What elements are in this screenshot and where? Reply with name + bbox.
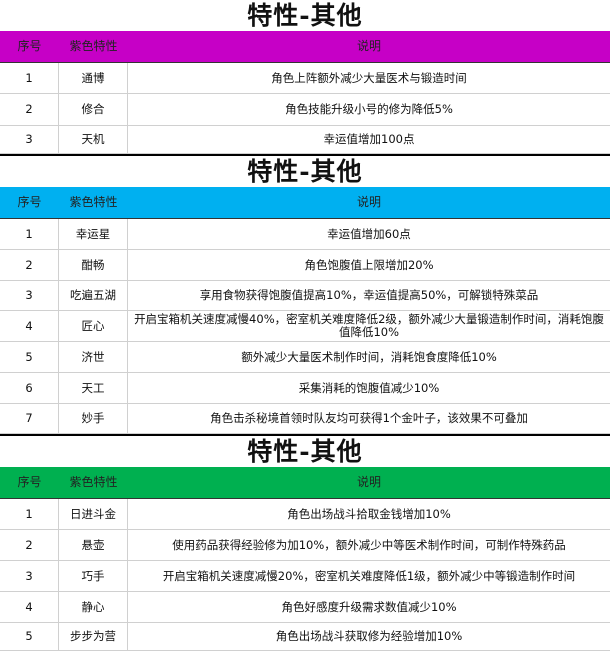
cell-index: 3	[0, 561, 59, 592]
section-title: 特性-其他	[247, 1, 363, 30]
cell-trait: 妙手	[59, 404, 128, 434]
header-trait: 紫色特性	[69, 39, 118, 53]
cell-index: 1	[0, 219, 59, 250]
cell-index: 2	[0, 94, 59, 126]
cell-index: 4	[0, 592, 59, 623]
cell-index: 2	[0, 530, 59, 561]
cell-description: 角色好感度升级需求数值减少10%	[128, 592, 610, 623]
table-row: 3 吃遍五湖 享用食物获得饱腹值提高10%，幸运值提高50%，可解锁特殊菜品	[0, 281, 610, 311]
header-description: 说明	[356, 195, 381, 209]
cell-description: 角色击杀秘境首领时队友均可获得1个金叶子，该效果不可叠加	[128, 404, 610, 434]
section-title: 特性-其他	[247, 157, 363, 186]
cell-trait: 悬壶	[59, 530, 128, 561]
cell-trait: 济世	[59, 342, 128, 373]
cell-index: 6	[0, 373, 59, 404]
table-header: 序号 紫色特性 说明	[0, 187, 610, 219]
cell-trait: 步步为营	[59, 623, 128, 651]
cell-trait: 天机	[59, 126, 128, 154]
cell-trait: 吃遍五湖	[59, 281, 128, 311]
cell-trait: 静心	[59, 592, 128, 623]
cell-index: 4	[0, 311, 59, 342]
cell-index: 3	[0, 126, 59, 154]
trait-table-section: 特性-其他 序号 紫色特性 说明 1 幸运星 幸运值增加60点 2 酣畅 角色饱腹值上限增加20%…	[0, 156, 610, 436]
cell-trait: 巧手	[59, 561, 128, 592]
cell-trait: 日进斗金	[59, 499, 128, 530]
cell-description: 角色出场战斗拾取金钱增加10%	[128, 499, 610, 530]
trait-table-section: 特性-其他 序号 紫色特性 说明 1 日进斗金 角色出场战斗拾取金钱增加10% 2 悬壶 使用药品…	[0, 436, 610, 651]
table-header: 序号 紫色特性 说明	[0, 31, 610, 63]
cell-description: 享用食物获得饱腹值提高10%，幸运值提高50%，可解锁特殊菜品	[128, 281, 610, 311]
table-row: 4 静心 角色好感度升级需求数值减少10%	[0, 592, 610, 623]
header-trait: 紫色特性	[69, 475, 118, 489]
cell-description: 角色饱腹值上限增加20%	[128, 250, 610, 281]
cell-trait: 酣畅	[59, 250, 128, 281]
cell-index: 5	[0, 342, 59, 373]
cell-description: 幸运值增加100点	[128, 126, 610, 154]
header-trait: 紫色特性	[69, 195, 118, 209]
table-row: 1 通博 角色上阵额外减少大量医术与锻造时间	[0, 63, 610, 94]
table-header: 序号 紫色特性 说明	[0, 467, 610, 499]
table-row: 5 济世 额外减少大量医术制作时间，消耗饱食度降低10%	[0, 342, 610, 373]
cell-description: 开启宝箱机关速度减慢20%，密室机关难度降低1级，额外减少中等锻造制作时间	[128, 561, 610, 592]
header-index: 序号	[17, 195, 42, 209]
cell-index: 3	[0, 281, 59, 311]
cell-trait: 匠心	[59, 311, 128, 342]
table-row: 6 天工 采集消耗的饱腹值减少10%	[0, 373, 610, 404]
section-title: 特性-其他	[247, 437, 363, 466]
table-row: 1 幸运星 幸运值增加60点	[0, 219, 610, 250]
table-row: 1 日进斗金 角色出场战斗拾取金钱增加10%	[0, 499, 610, 530]
cell-description: 额外减少大量医术制作时间，消耗饱食度降低10%	[128, 342, 610, 373]
table-row: 4 匠心 开启宝箱机关速度减慢40%，密室机关难度降低2级，额外减少大量锻造制作时间…	[0, 311, 610, 342]
table-row: 2 悬壶 使用药品获得经验修为加10%，额外减少中等医术制作时间，可制作特殊药品	[0, 530, 610, 561]
cell-description: 幸运值增加60点	[128, 219, 610, 250]
cell-index: 2	[0, 250, 59, 281]
table-row: 7 妙手 角色击杀秘境首领时队友均可获得1个金叶子，该效果不可叠加	[0, 404, 610, 434]
cell-index: 5	[0, 623, 59, 651]
cell-trait: 幸运星	[59, 219, 128, 250]
cell-trait: 修合	[59, 94, 128, 126]
cell-description: 使用药品获得经验修为加10%，额外减少中等医术制作时间，可制作特殊药品	[128, 530, 610, 561]
trait-table-section: 特性-其他 序号 紫色特性 说明 1 通博 角色上阵额外减少大量医术与锻造时间 2 修合 角色技能…	[0, 0, 610, 156]
cell-index: 1	[0, 63, 59, 94]
header-description: 说明	[356, 475, 381, 489]
cell-trait: 天工	[59, 373, 128, 404]
header-index: 序号	[17, 475, 42, 489]
cell-trait: 通博	[59, 63, 128, 94]
cell-description: 角色上阵额外减少大量医术与锻造时间	[128, 63, 610, 94]
table-row: 5 步步为营 角色出场战斗获取修为经验增加10%	[0, 623, 610, 651]
cell-description: 开启宝箱机关速度减慢40%，密室机关难度降低2级，额外减少大量锻造制作时间，消耗…	[128, 311, 610, 342]
cell-index: 7	[0, 404, 59, 434]
cell-description: 角色技能升级小号的修为降低5%	[128, 94, 610, 126]
cell-description: 角色出场战斗获取修为经验增加10%	[128, 623, 610, 651]
table-row: 3 天机 幸运值增加100点	[0, 126, 610, 154]
table-row: 3 巧手 开启宝箱机关速度减慢20%，密室机关难度降低1级，额外减少中等锻造制作时间	[0, 561, 610, 592]
table-row: 2 修合 角色技能升级小号的修为降低5%	[0, 94, 610, 126]
table-row: 2 酣畅 角色饱腹值上限增加20%	[0, 250, 610, 281]
cell-index: 1	[0, 499, 59, 530]
header-description: 说明	[356, 39, 381, 53]
cell-description: 采集消耗的饱腹值减少10%	[128, 373, 610, 404]
header-index: 序号	[17, 39, 42, 53]
